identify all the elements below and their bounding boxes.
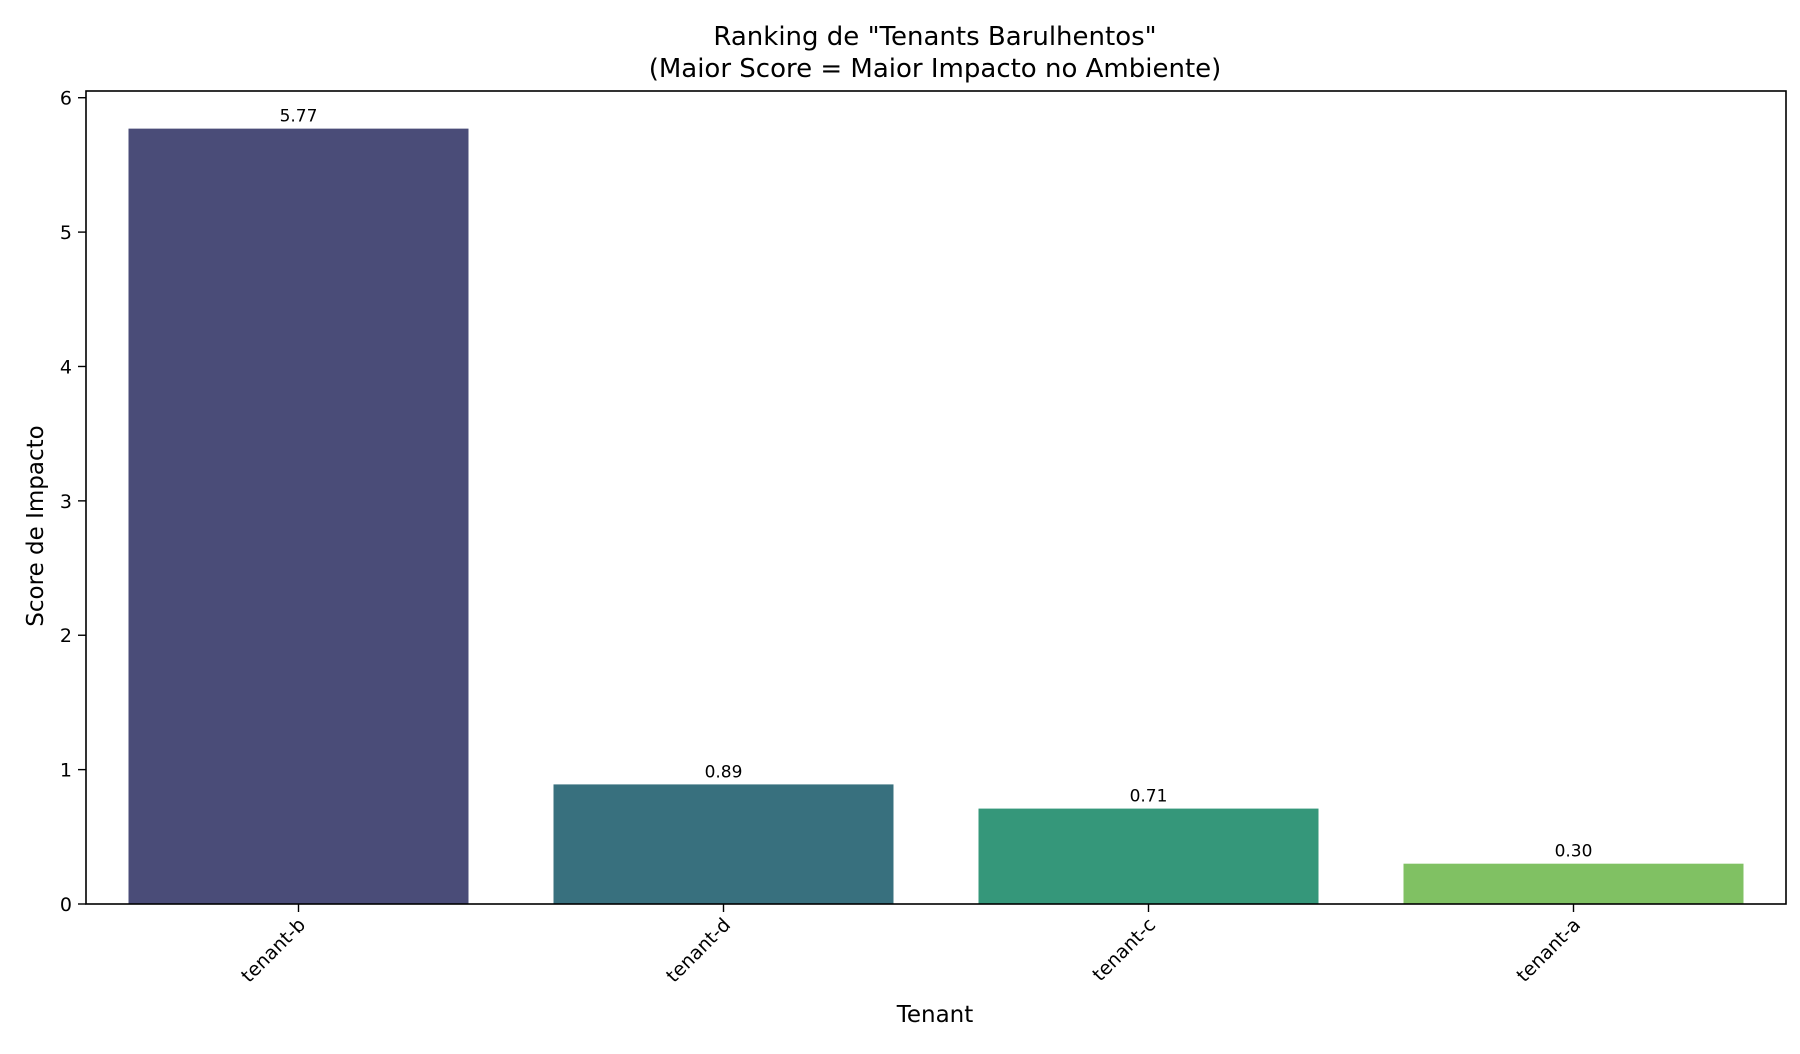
y-tick-label: 6: [60, 88, 72, 110]
y-tick-label: 2: [60, 625, 72, 647]
y-tick-label: 4: [60, 356, 72, 378]
y-tick-label: 3: [60, 491, 72, 513]
plot-frame: [85, 90, 1787, 905]
y-tick-label: 5: [60, 222, 72, 244]
y-tick-label: 1: [60, 760, 72, 782]
plot-area: 5.77 0.89 0.71 0.30 0 1 2 3 4 5 6 tenant-b tenant-d t…: [60, 88, 1787, 987]
x-tick-label: tenant-c: [1088, 914, 1160, 986]
chart-title-line-1: Ranking de "Tenants Barulhentos": [713, 22, 1156, 52]
y-axis-label: Score de Impacto: [23, 425, 49, 626]
x-tick-label: tenant-a: [1512, 914, 1585, 987]
x-axis-label: Tenant: [896, 1002, 974, 1028]
bar-tenant-a: [1403, 863, 1744, 904]
x-tick-label: tenant-b: [237, 914, 310, 987]
bar-value-label: 0.71: [1130, 787, 1168, 807]
bar-value-label: 5.77: [280, 107, 318, 127]
x-tick-label: tenant-d: [662, 914, 735, 987]
chart-title-line-2: (Maior Score = Maior Impacto no Ambiente…: [649, 54, 1222, 84]
bar-tenant-c: [978, 808, 1319, 904]
bar-value-label: 0.30: [1555, 842, 1593, 862]
bar-tenant-b: [128, 128, 469, 904]
bar-tenant-d: [553, 784, 894, 904]
y-tick-label: 0: [60, 894, 72, 916]
bar-value-label: 0.89: [705, 762, 743, 782]
